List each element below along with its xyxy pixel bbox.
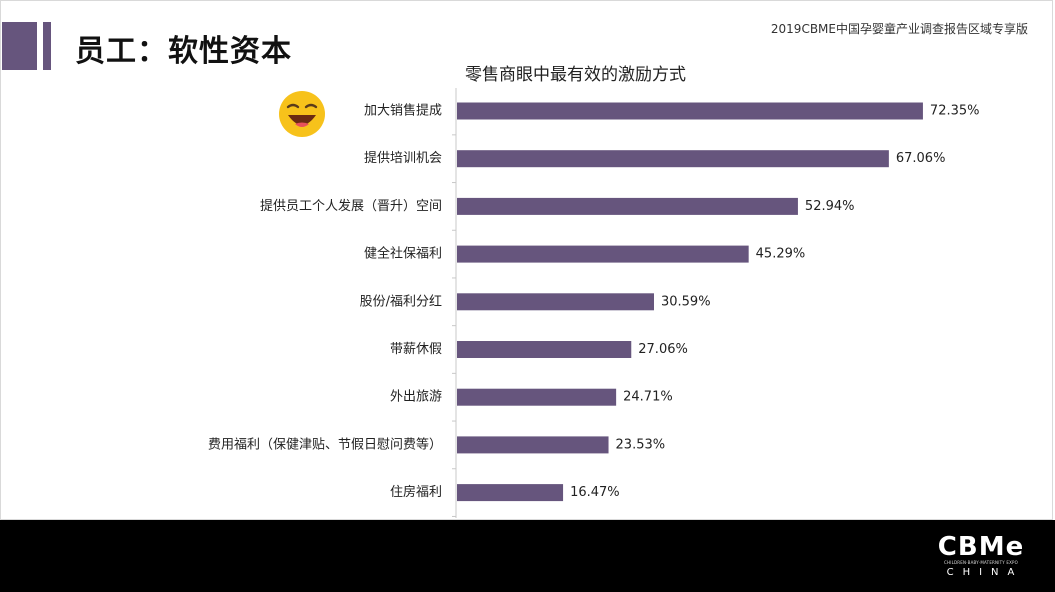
category-label: 住房福利 (390, 484, 442, 500)
chart-title: 零售商眼中最有效的激励方式 (465, 65, 686, 85)
value-label: 67.06% (896, 151, 946, 166)
value-label: 72.35% (930, 104, 980, 119)
bar (457, 484, 564, 502)
title-accent-bar-2 (43, 22, 51, 70)
value-label: 30.59% (661, 294, 711, 309)
bar (457, 293, 654, 311)
bar (457, 197, 798, 215)
bar (457, 341, 632, 358)
value-label: 16.47% (570, 485, 620, 500)
category-label: 带薪休假 (390, 342, 442, 357)
category-label: 外出旅游 (390, 390, 442, 405)
value-label: 45.29% (756, 247, 806, 262)
category-label: 提供培训机会 (364, 150, 442, 166)
footer-band: CBMe CHILDREN·BABY·MATERNITY EXPO CHINA (0, 520, 1055, 592)
category-label: 健全社保福利 (364, 246, 442, 262)
page-title: 员工：软性资本 (75, 34, 292, 69)
bar (457, 388, 617, 406)
value-label: 27.06% (638, 342, 688, 357)
bar (457, 150, 889, 168)
report-note: 2019CBME中国孕婴童产业调查报告区域专享版 (770, 22, 1028, 36)
category-label: 加大销售提成 (364, 103, 442, 119)
bar (457, 245, 749, 263)
value-label: 52.94% (805, 199, 855, 214)
value-label: 24.71% (623, 390, 673, 405)
category-label: 股份/福利分红 (360, 293, 442, 309)
grinning-face-emoji-icon (279, 91, 325, 137)
category-label: 费用福利（保健津贴、节假日慰问费等） (208, 436, 442, 452)
slide-frame (0, 0, 1053, 520)
bar (457, 102, 923, 120)
cbme-logo: CBMe CHILDREN·BABY·MATERNITY EXPO CHINA (937, 532, 1025, 578)
value-label: 23.53% (616, 437, 666, 452)
bar (457, 436, 609, 454)
title-accent-bar-1 (2, 22, 37, 70)
category-label: 提供员工个人发展（晋升）空间 (260, 198, 442, 214)
bar-chart: 加大销售提成 72.35% 提供培训机会 67.06% 提供员工个人发展（晋升）空间 52… (208, 88, 980, 518)
